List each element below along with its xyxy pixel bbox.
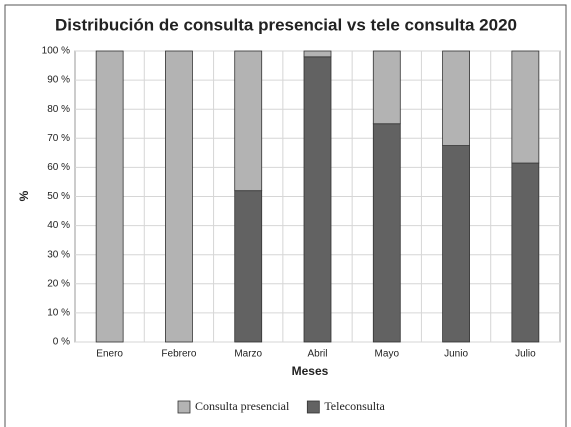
bar-segment [234, 190, 263, 343]
bar-segment [95, 50, 124, 343]
bar-segment [303, 56, 332, 343]
y-tick-label: 30 % [47, 249, 70, 260]
x-tick-label: Abril [307, 349, 327, 360]
y-tick-label: 90 % [47, 75, 70, 86]
bar-segment [303, 50, 332, 58]
bar-segment [372, 123, 401, 343]
legend-label: Teleconsulta [324, 399, 385, 413]
bar-segment [165, 50, 193, 343]
y-tick-label: 70 % [47, 133, 70, 144]
x-tick-label: Febrero [161, 349, 196, 360]
x-tick-label: Marzo [234, 349, 262, 360]
x-tick-label: Enero [96, 349, 123, 360]
y-axis-title: % [17, 190, 31, 201]
y-tick-label: 10 % [47, 308, 70, 319]
y-tick-label: 40 % [47, 220, 70, 231]
x-tick-label: Junio [444, 349, 468, 360]
y-tick-label: 0 % [53, 337, 70, 348]
bar-segment [372, 50, 401, 125]
y-tick-label: 100 % [42, 46, 70, 57]
x-axis-title: Meses [292, 364, 329, 378]
bar-segment [442, 50, 470, 146]
bar-segment [511, 50, 540, 164]
y-tick-label: 20 % [47, 278, 70, 289]
chart-title: Distribución de consulta presencial vs t… [55, 15, 517, 34]
y-tick-label: 50 % [47, 191, 70, 202]
legend-swatch [306, 400, 320, 414]
x-tick-label: Mayo [375, 349, 400, 360]
x-tick-label: Julio [515, 349, 536, 360]
bar-segment [234, 50, 263, 192]
y-tick-label: 80 % [47, 104, 70, 115]
chart-frame [4, 4, 567, 427]
bar-segment [511, 162, 540, 343]
y-tick-label: 60 % [47, 162, 70, 173]
bar-segment [442, 145, 470, 343]
legend-swatch [177, 400, 191, 414]
legend-label: Consulta presencial [195, 399, 290, 413]
